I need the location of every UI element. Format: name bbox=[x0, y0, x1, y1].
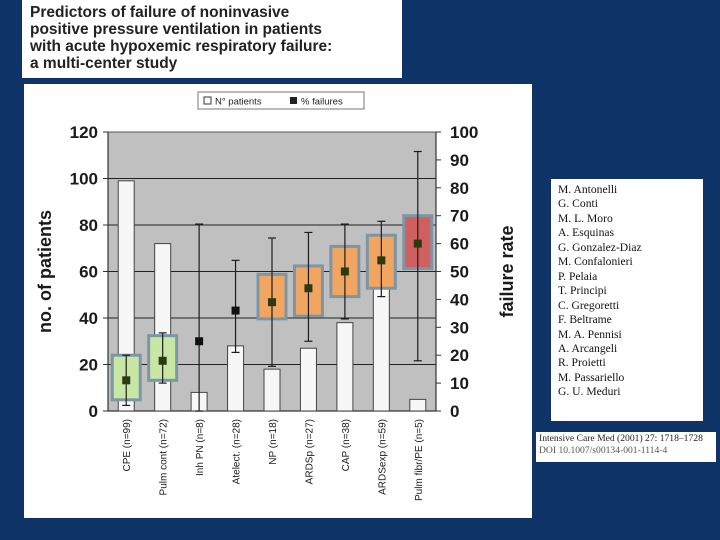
author-name: M. Confalonieri bbox=[558, 255, 633, 269]
failure-marker bbox=[413, 239, 422, 248]
left-tick-label: 40 bbox=[79, 309, 98, 328]
author-name: G. U. Meduri bbox=[558, 385, 621, 399]
x-category-label: Pulm cont (n=72) bbox=[159, 419, 170, 495]
author-name: P. Pelaia bbox=[558, 269, 598, 283]
patient-bar bbox=[117, 180, 135, 412]
x-category-label: NP (n=18) bbox=[268, 419, 279, 465]
citation-box: Intensive Care Med (2001) 27: 1718–1728 … bbox=[536, 432, 716, 462]
y-axis-right-title: failure rate bbox=[497, 225, 517, 317]
right-tick-label: 80 bbox=[450, 179, 469, 198]
left-tick-label: 120 bbox=[70, 123, 98, 142]
failure-marker bbox=[340, 267, 349, 276]
author-name: M. Antonelli bbox=[558, 183, 618, 196]
author-name: M. L. Moro bbox=[558, 211, 613, 225]
left-tick-label: 0 bbox=[89, 402, 98, 421]
author-name: M. A. Pennisi bbox=[558, 327, 622, 341]
failure-marker bbox=[268, 298, 276, 307]
left-tick-label: 60 bbox=[79, 263, 98, 282]
right-tick-label: 90 bbox=[450, 151, 469, 170]
author-name: A. Esquinas bbox=[558, 226, 615, 240]
patient-bar bbox=[154, 243, 172, 412]
author-name: F. Beltrame bbox=[558, 313, 612, 327]
x-category-label: ARDSp (n=27) bbox=[304, 419, 315, 484]
right-tick-label: 20 bbox=[450, 346, 469, 365]
patient-bar bbox=[336, 322, 354, 412]
patient-bar bbox=[409, 398, 427, 412]
slide-title: Predictors of failure of noninvasive pos… bbox=[22, 0, 402, 78]
patient-bar bbox=[263, 368, 281, 412]
author-name: R. Proietti bbox=[558, 356, 606, 370]
x-category-label: Atelect. (n=28) bbox=[232, 419, 243, 484]
failure-marker bbox=[377, 256, 386, 265]
author-name: G. Conti bbox=[558, 197, 598, 211]
citation-doi: DOI 10.1007/s00134-001-1114-4 bbox=[539, 445, 668, 456]
x-category-label: Pulm fibr/PE (n=5) bbox=[414, 419, 425, 501]
legend-label-failures: % failures bbox=[301, 97, 343, 108]
left-tick-label: 20 bbox=[79, 356, 98, 375]
title-line: positive pressure ventilation in patient… bbox=[30, 21, 322, 38]
left-tick-label: 100 bbox=[70, 170, 98, 189]
left-tick-label: 80 bbox=[79, 216, 98, 235]
right-tick-label: 10 bbox=[450, 374, 469, 393]
x-category-label: ARDSexp (n=59) bbox=[377, 419, 388, 495]
failure-marker bbox=[304, 284, 313, 293]
right-tick-label: 30 bbox=[450, 318, 469, 337]
legend-swatch-failures bbox=[290, 97, 297, 104]
author-name: T. Principi bbox=[558, 284, 607, 298]
failure-marker bbox=[122, 376, 131, 385]
right-tick-label: 50 bbox=[450, 263, 469, 282]
x-category-label: CPE (n=99) bbox=[122, 419, 133, 472]
x-category-label: CAP (n=38) bbox=[341, 419, 352, 471]
x-category-label: Inh PN (n=8) bbox=[195, 419, 206, 476]
author-name: M. Passariello bbox=[558, 370, 625, 384]
citation-journal: Intensive Care Med (2001) 27: 1718–1728 bbox=[539, 433, 703, 444]
author-name: C. Gregoretti bbox=[558, 298, 620, 312]
title-line: with acute hypoxemic respiratory failure… bbox=[30, 38, 333, 55]
right-tick-label: 70 bbox=[450, 207, 469, 226]
patient-bar bbox=[299, 347, 317, 412]
author-name: A. Arcangeli bbox=[558, 341, 618, 355]
title-line: a multi-center study bbox=[30, 55, 178, 72]
failure-chart: 0 20 40 60 80 100 120 0 10 20 30 40 50 60 70 80 90 100 no.… bbox=[35, 91, 517, 501]
failure-marker bbox=[158, 356, 167, 365]
chart-panel: 0 20 40 60 80 100 120 0 10 20 30 40 50 60 70 80 90 100 no.… bbox=[24, 84, 532, 518]
right-tick-label: 0 bbox=[450, 402, 459, 421]
author-name: G. Gonzalez-Diaz bbox=[558, 240, 642, 254]
failure-marker bbox=[231, 306, 240, 315]
right-tick-label: 60 bbox=[450, 235, 469, 254]
right-tick-label: 100 bbox=[450, 123, 478, 142]
failure-marker bbox=[195, 337, 204, 346]
author-list: M. Antonelli G. Conti M. L. Moro A. Esqu… bbox=[551, 179, 703, 421]
title-line: Predictors of failure of noninvasive bbox=[30, 4, 290, 21]
legend-swatch-patients bbox=[203, 96, 212, 105]
legend-label-patients: N° patients bbox=[215, 97, 262, 108]
patient-bar bbox=[227, 345, 245, 412]
legend-box bbox=[197, 91, 365, 110]
y-axis-title: no. of patients bbox=[35, 210, 55, 333]
right-tick-label: 40 bbox=[450, 290, 469, 309]
